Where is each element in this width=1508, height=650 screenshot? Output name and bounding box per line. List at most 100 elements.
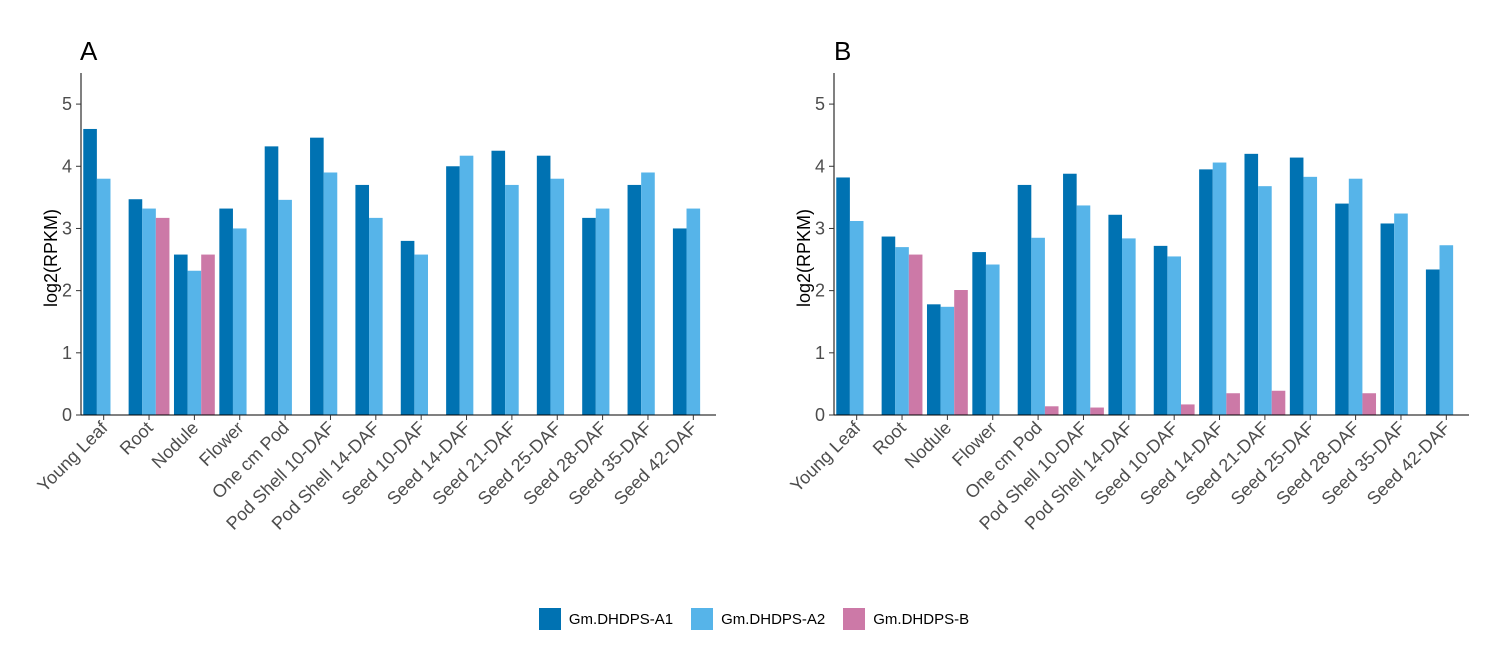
panel-a-bar-a2-7	[414, 254, 428, 415]
panel-b-bar-b-7	[1180, 404, 1195, 415]
panel-b-bar-a1-6	[1108, 214, 1123, 415]
panel-b-bar-b-9	[1271, 390, 1286, 415]
legend-label-a1: Gm.DHDPS-A1	[568, 610, 674, 628]
panel-b-y-tick-label-0: 0	[815, 405, 825, 425]
panel-b-bar-a2-6	[1122, 238, 1136, 415]
panel-a-bar-a1-9	[491, 150, 506, 416]
legend-swatch-a1	[538, 608, 561, 630]
panel-b-bar-a2-10	[1303, 176, 1318, 415]
panel-a-bar-a2-9	[505, 184, 519, 415]
panel-a-bar-a1-12	[627, 184, 642, 415]
panel-b-bar-a2-13	[1439, 245, 1454, 415]
panel-b-bar-a2-4	[1031, 237, 1045, 415]
panel-b-bar-a1-10	[1289, 157, 1304, 415]
panel-b-y-tick-label-2: 2	[815, 281, 825, 301]
panel-a-y-axis-title: log2(RPKM)	[41, 209, 61, 307]
panel-b-category-label-0: Young Leaf	[786, 417, 865, 496]
panel-b-bar-a2-3	[985, 264, 1000, 415]
panel-b-category-label-1: Root	[869, 418, 910, 459]
panel-b-bar-a1-9	[1244, 153, 1259, 415]
panel-b-bar-b-2	[954, 290, 968, 415]
panel-b-y-tick-label-1: 1	[815, 343, 825, 363]
panel-a-bar-a1-3	[219, 208, 233, 415]
panel-b-bar-b-1	[908, 254, 923, 415]
panel-a-bar-a2-3	[232, 228, 247, 415]
panel-a-bar-a1-8	[446, 166, 460, 415]
panel-b-bar-a1-1	[881, 236, 896, 415]
panel-b-bar-a1-3	[972, 252, 986, 415]
panel-a-y-tick-label-3: 3	[62, 218, 72, 238]
panel-a-bar-b-1	[155, 217, 170, 415]
panel-a-bar-a2-0	[96, 178, 111, 415]
panel-a-bar-a2-11	[595, 208, 610, 415]
panel-b-y-tick-label-5: 5	[815, 94, 825, 114]
panel-b-bar-a1-4	[1017, 184, 1032, 415]
legend-item-b: Gm.DHDPS-B	[843, 608, 969, 630]
panel-b-bar-a2-0	[849, 220, 864, 415]
panel-a-bar-a1-5	[310, 137, 324, 416]
panel-b-bar-a2-7	[1167, 256, 1181, 415]
panel-b-y-tick-label-3: 3	[815, 218, 825, 238]
panel-a-y-tick-label-4: 4	[62, 156, 72, 176]
panel-a-bar-a2-10	[550, 178, 565, 415]
panel-a-category-label-0: Young Leaf	[33, 417, 112, 496]
panel-b-bar-b-8	[1226, 393, 1240, 415]
panel-a-category-label-2: Nodule	[148, 418, 202, 472]
panel-a-bar-a2-4	[278, 199, 292, 415]
panel-b-bar-a2-12	[1394, 213, 1408, 415]
panel-a-y-tick-label-5: 5	[62, 94, 72, 114]
legend-swatch-a2	[691, 608, 714, 630]
panel-b-bar-a2-5	[1076, 205, 1091, 415]
panel-a-bar-a2-5	[323, 172, 338, 415]
panel-b-bar-a1-5	[1063, 173, 1077, 415]
panel-b-bar-a1-13	[1425, 269, 1440, 415]
panel-b-bar-a1-0	[836, 177, 850, 415]
panel-a-bar-a1-11	[582, 217, 596, 415]
panel-a-bar-a1-13	[672, 228, 687, 415]
panel-b-bar-a2-11	[1348, 178, 1363, 415]
panel-a-label: A	[80, 36, 98, 66]
panel-b-bar-a1-7	[1153, 245, 1168, 415]
panel-b-bar-a2-1	[895, 247, 909, 415]
panel-a-bar-a1-0	[83, 128, 97, 415]
legend: Gm.DHDPS-A1 Gm.DHDPS-A2 Gm.DHDPS-B	[0, 608, 1508, 630]
panel-a-bar-a1-6	[355, 184, 370, 415]
panel-a-y-tick-label-0: 0	[62, 405, 72, 425]
panel-a-bar-a2-13	[686, 208, 701, 415]
panel-a-bar-a1-2	[173, 254, 188, 415]
panel-a-bar-a2-12	[641, 172, 655, 415]
panel-a-bar-a1-1	[128, 199, 143, 415]
panel-b-bar-b-5	[1090, 407, 1104, 415]
panel-a-bar-a2-6	[369, 217, 383, 415]
panel-a-bar-b-2	[201, 254, 215, 415]
panel-a-category-label-1: Root	[116, 418, 157, 459]
panel-a-bar-a1-4	[264, 146, 279, 415]
panel-b-bar-a1-2	[926, 304, 941, 415]
panel-b-bar-a2-2	[940, 306, 955, 415]
panel-b-bar-b-11	[1362, 393, 1377, 415]
panel-a-y-tick-label-1: 1	[62, 343, 72, 363]
panel-a-bar-a2-1	[142, 208, 156, 415]
legend-swatch-b	[843, 608, 866, 630]
panel-a-bar-a1-10	[536, 155, 551, 415]
panel-b-label: B	[834, 36, 851, 66]
legend-item-a2: Gm.DHDPS-A2	[691, 608, 825, 630]
legend-label-a2: Gm.DHDPS-A2	[721, 610, 826, 628]
panel-b-bar-a2-8	[1212, 162, 1227, 415]
panel-b-bar-a1-12	[1380, 223, 1395, 415]
panel-a-bar-a2-8	[459, 155, 474, 415]
legend-item-a1: Gm.DHDPS-A1	[538, 608, 674, 630]
panel-b-bar-a2-9	[1258, 186, 1272, 415]
panel-b-y-axis-title: log2(RPKM)	[794, 209, 814, 307]
panel-a-bar-a2-2	[187, 270, 202, 415]
panel-b-bar-a1-11	[1335, 203, 1349, 415]
panel-b-y-tick-label-4: 4	[815, 156, 825, 176]
panel-b-bar-b-4	[1044, 406, 1059, 415]
legend-label-b: Gm.DHDPS-B	[873, 610, 970, 628]
panel-a-y-tick-label-2: 2	[62, 281, 72, 301]
